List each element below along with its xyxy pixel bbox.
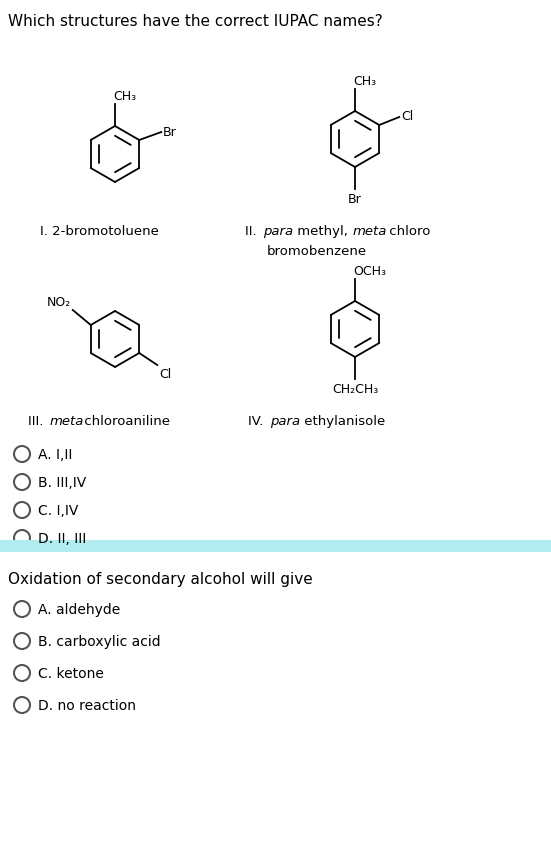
Text: para: para bbox=[263, 225, 293, 238]
Text: Oxidation of secondary alcohol will give: Oxidation of secondary alcohol will give bbox=[8, 572, 313, 586]
Text: bromobenzene: bromobenzene bbox=[267, 245, 367, 257]
Text: ethylanisole: ethylanisole bbox=[300, 414, 385, 428]
Text: CH₃: CH₃ bbox=[353, 75, 376, 88]
Text: C. ketone: C. ketone bbox=[38, 666, 104, 680]
Text: Cl: Cl bbox=[401, 110, 413, 123]
Text: para: para bbox=[270, 414, 300, 428]
Text: chloroaniline: chloroaniline bbox=[80, 414, 170, 428]
Text: Which structures have the correct IUPAC names?: Which structures have the correct IUPAC … bbox=[8, 14, 383, 29]
Text: D. II, III: D. II, III bbox=[38, 531, 87, 545]
Text: chloro: chloro bbox=[385, 225, 430, 238]
Text: B. III,IV: B. III,IV bbox=[38, 475, 87, 489]
Text: B. carboxylic acid: B. carboxylic acid bbox=[38, 635, 161, 648]
Text: meta: meta bbox=[50, 414, 84, 428]
Text: II.: II. bbox=[245, 225, 261, 238]
Text: NO₂: NO₂ bbox=[46, 295, 71, 308]
Text: A. I,II: A. I,II bbox=[38, 448, 72, 461]
Text: C. I,IV: C. I,IV bbox=[38, 504, 78, 517]
Text: Br: Br bbox=[348, 193, 362, 206]
Text: CH₃: CH₃ bbox=[113, 90, 136, 102]
Bar bbox=[0, 541, 551, 553]
Text: CH₂CH₃: CH₂CH₃ bbox=[332, 382, 378, 395]
Text: Br: Br bbox=[163, 126, 177, 139]
Text: D. no reaction: D. no reaction bbox=[38, 698, 136, 712]
Text: meta: meta bbox=[353, 225, 387, 238]
Text: I. 2-bromotoluene: I. 2-bromotoluene bbox=[40, 225, 159, 238]
Text: Cl: Cl bbox=[159, 368, 171, 381]
Text: IV.: IV. bbox=[248, 414, 267, 428]
Text: methyl,: methyl, bbox=[293, 225, 352, 238]
Text: OCH₃: OCH₃ bbox=[353, 264, 386, 278]
Text: III.: III. bbox=[28, 414, 47, 428]
Text: A. aldehyde: A. aldehyde bbox=[38, 603, 120, 616]
